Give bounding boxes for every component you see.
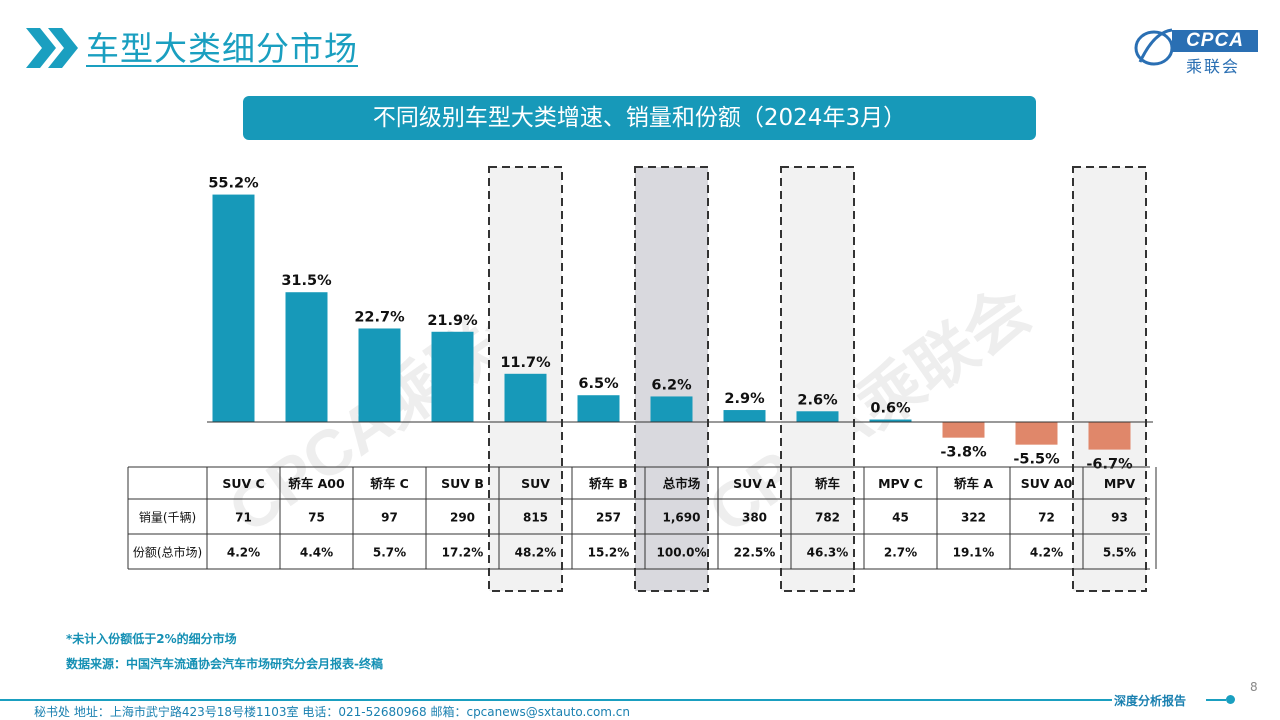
data-label: 55.2% — [208, 176, 259, 192]
bar — [285, 292, 328, 422]
table-cell: 4.2% — [227, 546, 260, 560]
table-cell: 380 — [742, 511, 767, 525]
data-label: 21.9% — [427, 313, 478, 329]
table-cell: 290 — [450, 511, 475, 525]
data-label: -6.7% — [1086, 457, 1133, 473]
table-cell: 4.4% — [300, 546, 333, 560]
data-label: 6.2% — [651, 377, 692, 393]
table-cell: 2.7% — [884, 546, 917, 560]
table-cell: 5.7% — [373, 546, 406, 560]
bar — [650, 396, 693, 422]
header-chevron-icon — [26, 28, 78, 68]
data-label: 2.6% — [797, 392, 838, 408]
page-title: 车型大类细分市场 — [86, 29, 358, 68]
table-cell: 22.5% — [734, 546, 776, 560]
table-cell: 1,690 — [663, 511, 701, 525]
tick-label: 轿车 — [815, 476, 841, 491]
tick-label: SUV A — [733, 476, 776, 491]
highlight-box-total — [634, 166, 709, 592]
bar-chart: 55.2% 31.5% 22.7% 21.9% 11.7% 6.5% 6.2% 2.9% 2.6… — [127, 166, 1157, 592]
bar — [942, 422, 985, 438]
highlight-box — [1072, 166, 1147, 592]
tick-label: 轿车 A00 — [288, 476, 345, 491]
table-cell: 48.2% — [515, 546, 557, 560]
tick-label: 轿车 C — [370, 476, 409, 491]
footer-line-end — [1206, 699, 1226, 701]
table-cell: 782 — [815, 511, 840, 525]
table-row-label: 份额(总市场) — [133, 545, 202, 560]
data-label: 31.5% — [281, 273, 332, 289]
footer-line — [0, 699, 1112, 701]
tick-label: SUV C — [222, 476, 264, 491]
table-cell: 4.2% — [1030, 546, 1063, 560]
table-cell: 257 — [596, 511, 621, 525]
bar — [504, 373, 547, 422]
tick-label: MPV C — [878, 476, 923, 491]
table-cell: 71 — [235, 511, 252, 525]
data-label: 6.5% — [578, 376, 619, 392]
table-cell: 45 — [892, 511, 909, 525]
table-cell: 93 — [1111, 511, 1128, 525]
bar — [796, 411, 839, 422]
footer-dot-icon — [1226, 695, 1235, 704]
bar — [1088, 422, 1131, 450]
data-label: -3.8% — [940, 445, 987, 461]
table-cell: 97 — [381, 511, 398, 525]
data-label: -5.5% — [1013, 452, 1060, 468]
chart-subtitle-banner: 不同级别车型大类增速、销量和份额（2024年3月） — [243, 96, 1036, 140]
table-cell: 19.1% — [953, 546, 995, 560]
highlight-box — [780, 166, 855, 592]
footer-tag: 深度分析报告 — [1114, 694, 1187, 708]
page-number: 8 — [1250, 680, 1258, 694]
table-row-label: 销量(千辆) — [139, 511, 196, 525]
bar — [869, 419, 912, 422]
tick-label: SUV B — [441, 476, 484, 491]
table-cell: 15.2% — [588, 546, 630, 560]
footer-contact: 秘书处 地址：上海市武宁路423号18号楼1103室 电话：021-526809… — [34, 705, 631, 719]
tick-label: MPV — [1104, 476, 1136, 491]
logo-text: CPCA — [1172, 30, 1258, 52]
bar — [1015, 422, 1058, 445]
tick-label: SUV A0 — [1021, 476, 1073, 491]
tick-label: 轿车 A — [954, 476, 993, 491]
table-cell: 322 — [961, 511, 986, 525]
table-cell: 75 — [308, 511, 325, 525]
data-label: 22.7% — [354, 309, 405, 325]
note-source: 数据来源：中国汽车流通协会汽车市场研究分会月报表-终稿 — [66, 657, 383, 671]
data-label: 2.9% — [724, 391, 765, 407]
bar — [723, 410, 766, 422]
table-cell: 5.5% — [1103, 546, 1136, 560]
table-cell: 46.3% — [807, 546, 849, 560]
table-cell: 100.0% — [657, 546, 707, 560]
tick-label: SUV — [521, 476, 550, 491]
table-cell: 72 — [1038, 511, 1055, 525]
data-label: 11.7% — [500, 355, 551, 371]
bar — [577, 395, 620, 422]
bar — [358, 328, 401, 422]
tick-label: 总市场 — [663, 476, 701, 491]
tick-label: 轿车 B — [589, 476, 628, 491]
bar — [212, 194, 255, 422]
note-share: *未计入份额低于2%的细分市场 — [66, 632, 237, 646]
data-label: 0.6% — [870, 401, 911, 417]
bar — [431, 331, 474, 422]
table-cell: 815 — [523, 511, 548, 525]
logo-cn: 乘联会 — [1186, 57, 1241, 76]
table-cell: 17.2% — [442, 546, 484, 560]
